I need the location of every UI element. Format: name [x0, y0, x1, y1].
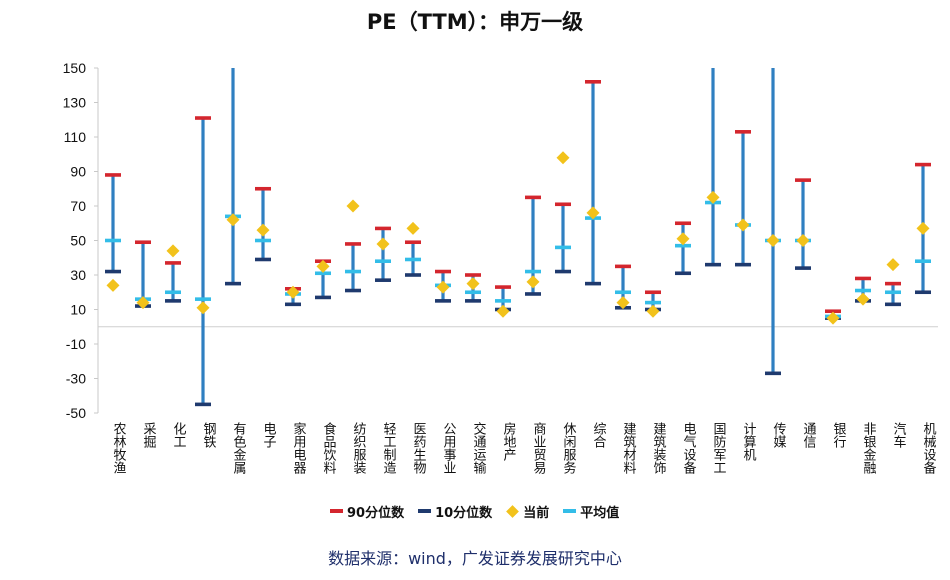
- x-tick-label: 通信: [801, 422, 817, 448]
- x-tick-label: 传媒: [771, 422, 787, 448]
- current-point: [646, 304, 660, 318]
- x-tick-label: 综合: [591, 422, 607, 448]
- current-point: [346, 199, 360, 213]
- legend-item-p10: 10分位数: [418, 502, 492, 521]
- x-tick-label: 采掘: [141, 422, 157, 448]
- x-tick-label: 交通运输: [471, 421, 487, 474]
- y-tick-label: 90: [70, 164, 86, 180]
- current-point: [136, 296, 150, 310]
- source-note: 数据来源：wind，广发证券发展研究中心: [328, 549, 622, 568]
- x-tick-label: 轻工制造: [381, 422, 397, 475]
- current-point: [856, 292, 870, 306]
- x-tick-label: 机械设备: [921, 422, 937, 475]
- y-tick-label: -50: [66, 405, 86, 421]
- legend-swatch-avg: [563, 509, 577, 513]
- x-tick-label: 房地产: [501, 421, 517, 462]
- chart-title: PE（TTM）：申万一级: [366, 10, 584, 34]
- x-tick-label: 食品饮料: [321, 421, 337, 474]
- x-tick-label: 电气设备: [681, 422, 697, 475]
- y-tick-label: 70: [70, 198, 86, 214]
- current-point: [226, 213, 240, 227]
- x-tick-label: 银行: [831, 422, 847, 449]
- current-point: [736, 218, 750, 232]
- current-point: [676, 232, 690, 246]
- x-tick-label: 计算机: [741, 422, 757, 462]
- current-point: [106, 278, 120, 292]
- legend: 90分位数 10分位数 当前 平均值: [330, 500, 633, 522]
- current-point: [376, 237, 390, 251]
- chart-canvas: 150 130 110 90 70 50 30 10 -10 -30 -50 农林牧渔 采掘 化工 钢铁 有色…: [63, 60, 938, 475]
- x-tick-label: 公用事业: [441, 422, 457, 474]
- current-point: [826, 311, 840, 325]
- current-point: [316, 259, 330, 273]
- current-point: [196, 301, 210, 315]
- y-tick-label: 10: [70, 302, 86, 318]
- current-point: [706, 190, 720, 204]
- y-tick-label: 50: [70, 233, 86, 249]
- current-point: [556, 151, 570, 165]
- legend-item-current: 当前: [506, 502, 549, 521]
- legend-item-avg: 平均值: [563, 502, 619, 521]
- legend-swatch-p90: [330, 509, 343, 513]
- current-point: [496, 304, 510, 318]
- x-tick-label: 建筑材料: [621, 422, 637, 474]
- current-point: [616, 296, 630, 310]
- x-tick-label: 商业贸易: [531, 422, 547, 475]
- legend-label-p90: 90分位数: [347, 505, 405, 521]
- current-point: [466, 277, 480, 291]
- current-point: [166, 244, 180, 258]
- x-tick-label: 国防军工: [711, 422, 727, 474]
- current-point: [766, 234, 780, 247]
- x-tick-label: 汽车: [891, 422, 907, 448]
- current-point: [526, 275, 540, 289]
- current-point: [916, 221, 930, 235]
- current-point: [796, 234, 810, 247]
- current-point: [256, 223, 270, 237]
- x-tick-label: 农林牧渔: [111, 422, 127, 474]
- x-tick-label: 建筑装饰: [651, 422, 667, 474]
- legend-label-p10: 10分位数: [435, 505, 493, 521]
- y-tick-label: -30: [66, 371, 86, 387]
- x-tick-label: 钢铁: [201, 422, 217, 448]
- y-tick-label: 30: [70, 267, 86, 283]
- x-tick-label: 家用电器: [291, 421, 307, 475]
- y-tick-label: 130: [63, 95, 87, 111]
- legend-label-avg: 平均值: [580, 505, 620, 521]
- current-point: [586, 206, 600, 220]
- y-tick-label: 150: [63, 60, 87, 76]
- legend-item-p90: 90分位数: [330, 502, 404, 521]
- x-tick-label: 化工: [171, 422, 187, 448]
- legend-swatch-current: [506, 504, 520, 518]
- x-tick-label: 非银金融: [861, 422, 877, 474]
- current-point: [406, 221, 420, 235]
- x-tick-label: 休闲服务: [561, 422, 577, 474]
- current-point: [436, 280, 450, 294]
- x-tick-label: 医药生物: [411, 422, 427, 475]
- y-tick-label: 110: [64, 129, 87, 145]
- legend-swatch-p10: [418, 509, 432, 513]
- x-tick-label: 电子: [261, 422, 277, 448]
- y-tick-label: -10: [66, 336, 86, 352]
- current-point: [886, 258, 900, 272]
- x-tick-label: 有色金属: [231, 422, 247, 475]
- legend-label-current: 当前: [523, 505, 550, 521]
- x-tick-label: 纺织服装: [351, 422, 367, 474]
- current-point: [286, 285, 300, 299]
